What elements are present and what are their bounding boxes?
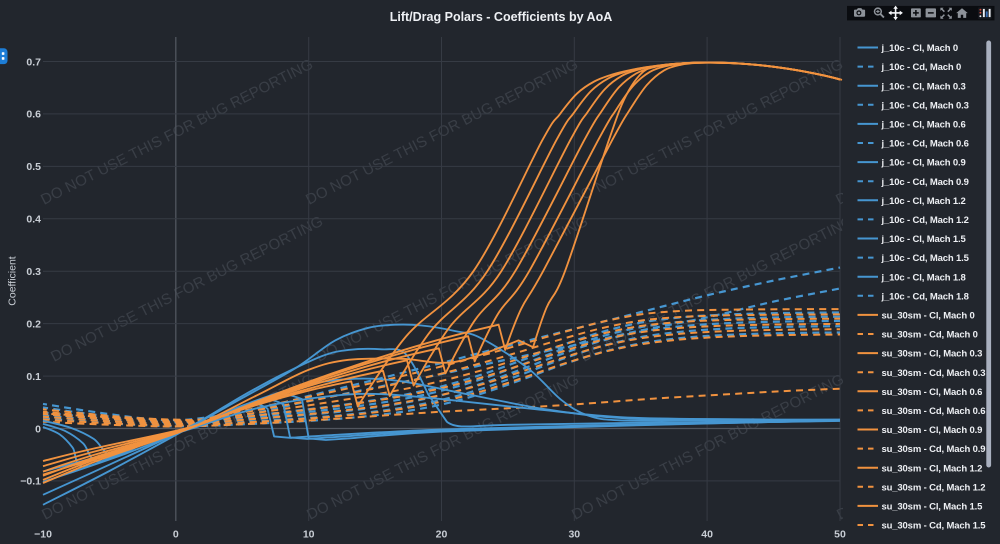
- svg-text:su_30sm - Cl, Mach 0.3: su_30sm - Cl, Mach 0.3: [882, 349, 983, 360]
- svg-text:su_30sm - Cd, Mach 0.3: su_30sm - Cd, Mach 0.3: [882, 368, 986, 379]
- svg-text:j_10c - Cl, Mach 0: j_10c - Cl, Mach 0: [881, 43, 959, 54]
- svg-text:su_30sm - Cd, Mach 0.9: su_30sm - Cd, Mach 0.9: [882, 444, 986, 455]
- svg-text:j_10c - Cd, Mach 0: j_10c - Cd, Mach 0: [881, 62, 962, 73]
- svg-text:Lift/Drag Polars - Coefficient: Lift/Drag Polars - Coefficients by AoA: [390, 10, 612, 24]
- svg-text:j_10c - Cd, Mach 1.2: j_10c - Cd, Mach 1.2: [881, 215, 969, 226]
- svg-text:−10: −10: [34, 529, 52, 541]
- svg-text:20: 20: [436, 529, 448, 541]
- svg-text:su_30sm - Cl, Mach 0: su_30sm - Cl, Mach 0: [882, 311, 975, 322]
- svg-text:su_30sm - Cd, Mach 0.6: su_30sm - Cd, Mach 0.6: [882, 406, 986, 417]
- svg-text:su_30sm - Cd, Mach 0: su_30sm - Cd, Mach 0: [882, 330, 978, 341]
- svg-text:10: 10: [303, 529, 315, 541]
- svg-text:su_30sm - Cl, Mach 1.5: su_30sm - Cl, Mach 1.5: [882, 502, 984, 513]
- svg-text:j_10c - Cd, Mach 1.5: j_10c - Cd, Mach 1.5: [881, 253, 970, 264]
- svg-text:0: 0: [173, 529, 179, 541]
- svg-text:0.3: 0.3: [26, 266, 41, 278]
- svg-text:−0.1: −0.1: [20, 476, 41, 488]
- svg-text:j_10c - Cl, Mach 0.3: j_10c - Cl, Mach 0.3: [881, 81, 966, 92]
- svg-text:0.5: 0.5: [26, 161, 41, 173]
- svg-text:j_10c - Cd, Mach 0.3: j_10c - Cd, Mach 0.3: [881, 100, 969, 111]
- svg-text:su_30sm - Cl, Mach 1.2: su_30sm - Cl, Mach 1.2: [882, 463, 983, 474]
- svg-text:50: 50: [834, 529, 846, 541]
- svg-text:j_10c - Cd, Mach 0.6: j_10c - Cd, Mach 0.6: [881, 139, 969, 150]
- svg-text:0.4: 0.4: [26, 214, 41, 226]
- svg-text:30: 30: [568, 529, 580, 541]
- svg-text:j_10c - Cl, Mach 0.9: j_10c - Cl, Mach 0.9: [881, 158, 966, 169]
- svg-text:j_10c - Cl, Mach 1.8: j_10c - Cl, Mach 1.8: [881, 272, 966, 283]
- svg-text:j_10c - Cl, Mach 0.6: j_10c - Cl, Mach 0.6: [881, 120, 966, 131]
- svg-text:Coefficient: Coefficient: [7, 256, 19, 306]
- svg-text:su_30sm - Cl, Mach 0.9: su_30sm - Cl, Mach 0.9: [882, 425, 983, 436]
- svg-text:0: 0: [35, 423, 41, 435]
- svg-text:j_10c - Cd, Mach 0.9: j_10c - Cd, Mach 0.9: [881, 177, 969, 188]
- svg-text:j_10c - Cd, Mach 1.8: j_10c - Cd, Mach 1.8: [881, 291, 969, 302]
- svg-text:40: 40: [701, 529, 713, 541]
- svg-text:su_30sm - Cl, Mach 0.6: su_30sm - Cl, Mach 0.6: [882, 387, 983, 398]
- svg-text:0.1: 0.1: [26, 371, 41, 383]
- svg-text:j_10c - Cl, Mach 1.5: j_10c - Cl, Mach 1.5: [881, 234, 967, 245]
- svg-text:0.7: 0.7: [26, 56, 41, 68]
- svg-text:0.6: 0.6: [26, 109, 41, 121]
- svg-text:j_10c - Cl, Mach 1.2: j_10c - Cl, Mach 1.2: [881, 196, 966, 207]
- svg-text:su_30sm - Cd, Mach 1.2: su_30sm - Cd, Mach 1.2: [882, 482, 986, 493]
- svg-text:0.2: 0.2: [26, 318, 41, 330]
- svg-text:su_30sm - Cd, Mach 1.5: su_30sm - Cd, Mach 1.5: [882, 521, 987, 532]
